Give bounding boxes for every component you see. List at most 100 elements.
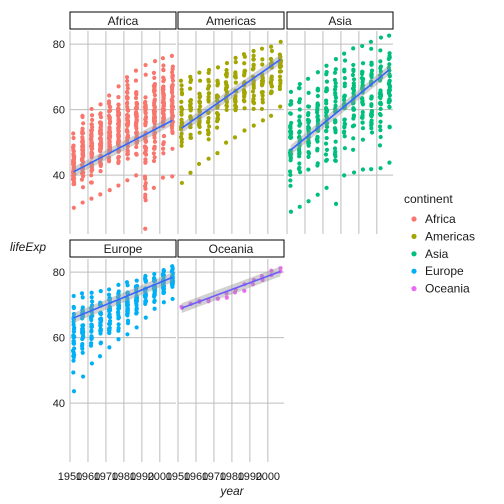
data-point: [98, 327, 103, 332]
data-point: [269, 48, 275, 54]
data-point: [378, 134, 383, 140]
data-point: [369, 130, 375, 135]
data-point: [333, 84, 338, 89]
data-point: [116, 124, 121, 129]
data-point: [268, 113, 274, 118]
data-point: [170, 283, 175, 288]
data-point: [134, 325, 139, 330]
data-point: [206, 94, 211, 99]
data-point: [143, 111, 148, 116]
data-point: [251, 93, 256, 98]
data-point: [116, 282, 121, 287]
data-point: [169, 53, 175, 58]
data-point: [106, 101, 112, 106]
legend-label: Africa: [425, 212, 456, 226]
data-point: [297, 161, 302, 166]
data-point: [277, 74, 283, 79]
data-point: [333, 103, 338, 108]
data-point: [88, 144, 94, 149]
data-point: [233, 71, 238, 76]
trend-line: [73, 276, 173, 319]
data-point: [324, 185, 329, 190]
data-point: [152, 109, 157, 114]
data-point: [151, 70, 156, 75]
data-point: [360, 85, 365, 90]
data-point: [260, 118, 266, 123]
data-point: [224, 83, 229, 88]
data-point: [134, 119, 139, 124]
data-point: [116, 106, 121, 111]
data-point: [333, 99, 338, 104]
data-point: [98, 311, 104, 317]
x-tick-label: 1980: [220, 471, 244, 483]
data-point: [324, 107, 329, 113]
data-point: [232, 97, 238, 102]
data-point: [288, 209, 294, 214]
data-point: [196, 161, 202, 167]
data-point: [288, 183, 293, 188]
data-point: [71, 205, 76, 210]
data-point: [116, 140, 121, 145]
data-point: [160, 119, 166, 124]
data-point: [306, 140, 312, 146]
data-point: [143, 294, 148, 300]
data-point: [297, 86, 302, 91]
data-point: [170, 130, 175, 136]
data-point: [125, 129, 130, 134]
data-point: [152, 285, 157, 291]
data-point: [107, 109, 112, 114]
x-tick-label: 1950: [58, 471, 82, 483]
data-point: [160, 56, 165, 61]
data-point: [125, 90, 130, 95]
data-point: [206, 110, 211, 116]
data-point: [324, 147, 330, 152]
y-axis-title: lifeExp: [10, 240, 46, 254]
data-point: [125, 298, 130, 303]
data-point: [242, 94, 247, 99]
data-point: [88, 343, 94, 348]
data-point: [242, 91, 247, 96]
data-point: [333, 139, 338, 144]
trend-line: [181, 270, 281, 309]
data-point: [134, 278, 139, 283]
data-point: [161, 134, 167, 139]
data-point: [143, 181, 148, 186]
data-point: [125, 86, 130, 91]
data-point: [143, 186, 148, 191]
data-point: [179, 180, 184, 186]
data-point: [323, 152, 329, 157]
data-point: [277, 86, 282, 92]
x-tick-label: 2000: [148, 471, 172, 483]
data-point: [259, 79, 265, 84]
legend-key: [411, 268, 417, 274]
data-point: [71, 173, 76, 178]
data-point: [179, 105, 184, 110]
data-point: [305, 76, 311, 81]
data-point: [89, 323, 94, 328]
data-point: [288, 172, 293, 177]
data-point: [241, 73, 247, 78]
legend-item-oceania: Oceania: [411, 282, 470, 296]
data-point: [134, 124, 139, 129]
data-point: [315, 192, 320, 197]
data-point: [251, 85, 256, 91]
data-point: [387, 124, 392, 129]
data-point: [342, 146, 347, 151]
data-point: [89, 180, 94, 185]
data-point: [79, 343, 85, 349]
data-point: [169, 97, 174, 102]
data-point: [98, 192, 103, 197]
data-point: [297, 204, 302, 209]
data-point: [269, 44, 274, 49]
data-point: [71, 135, 76, 141]
data-point: [351, 62, 356, 68]
data-point: [333, 201, 339, 206]
data-point: [89, 165, 94, 170]
data-point: [324, 86, 329, 91]
data-point: [332, 77, 338, 83]
data-point: [107, 296, 113, 301]
data-point: [80, 316, 85, 321]
data-point: [179, 99, 184, 104]
data-point: [89, 173, 94, 178]
